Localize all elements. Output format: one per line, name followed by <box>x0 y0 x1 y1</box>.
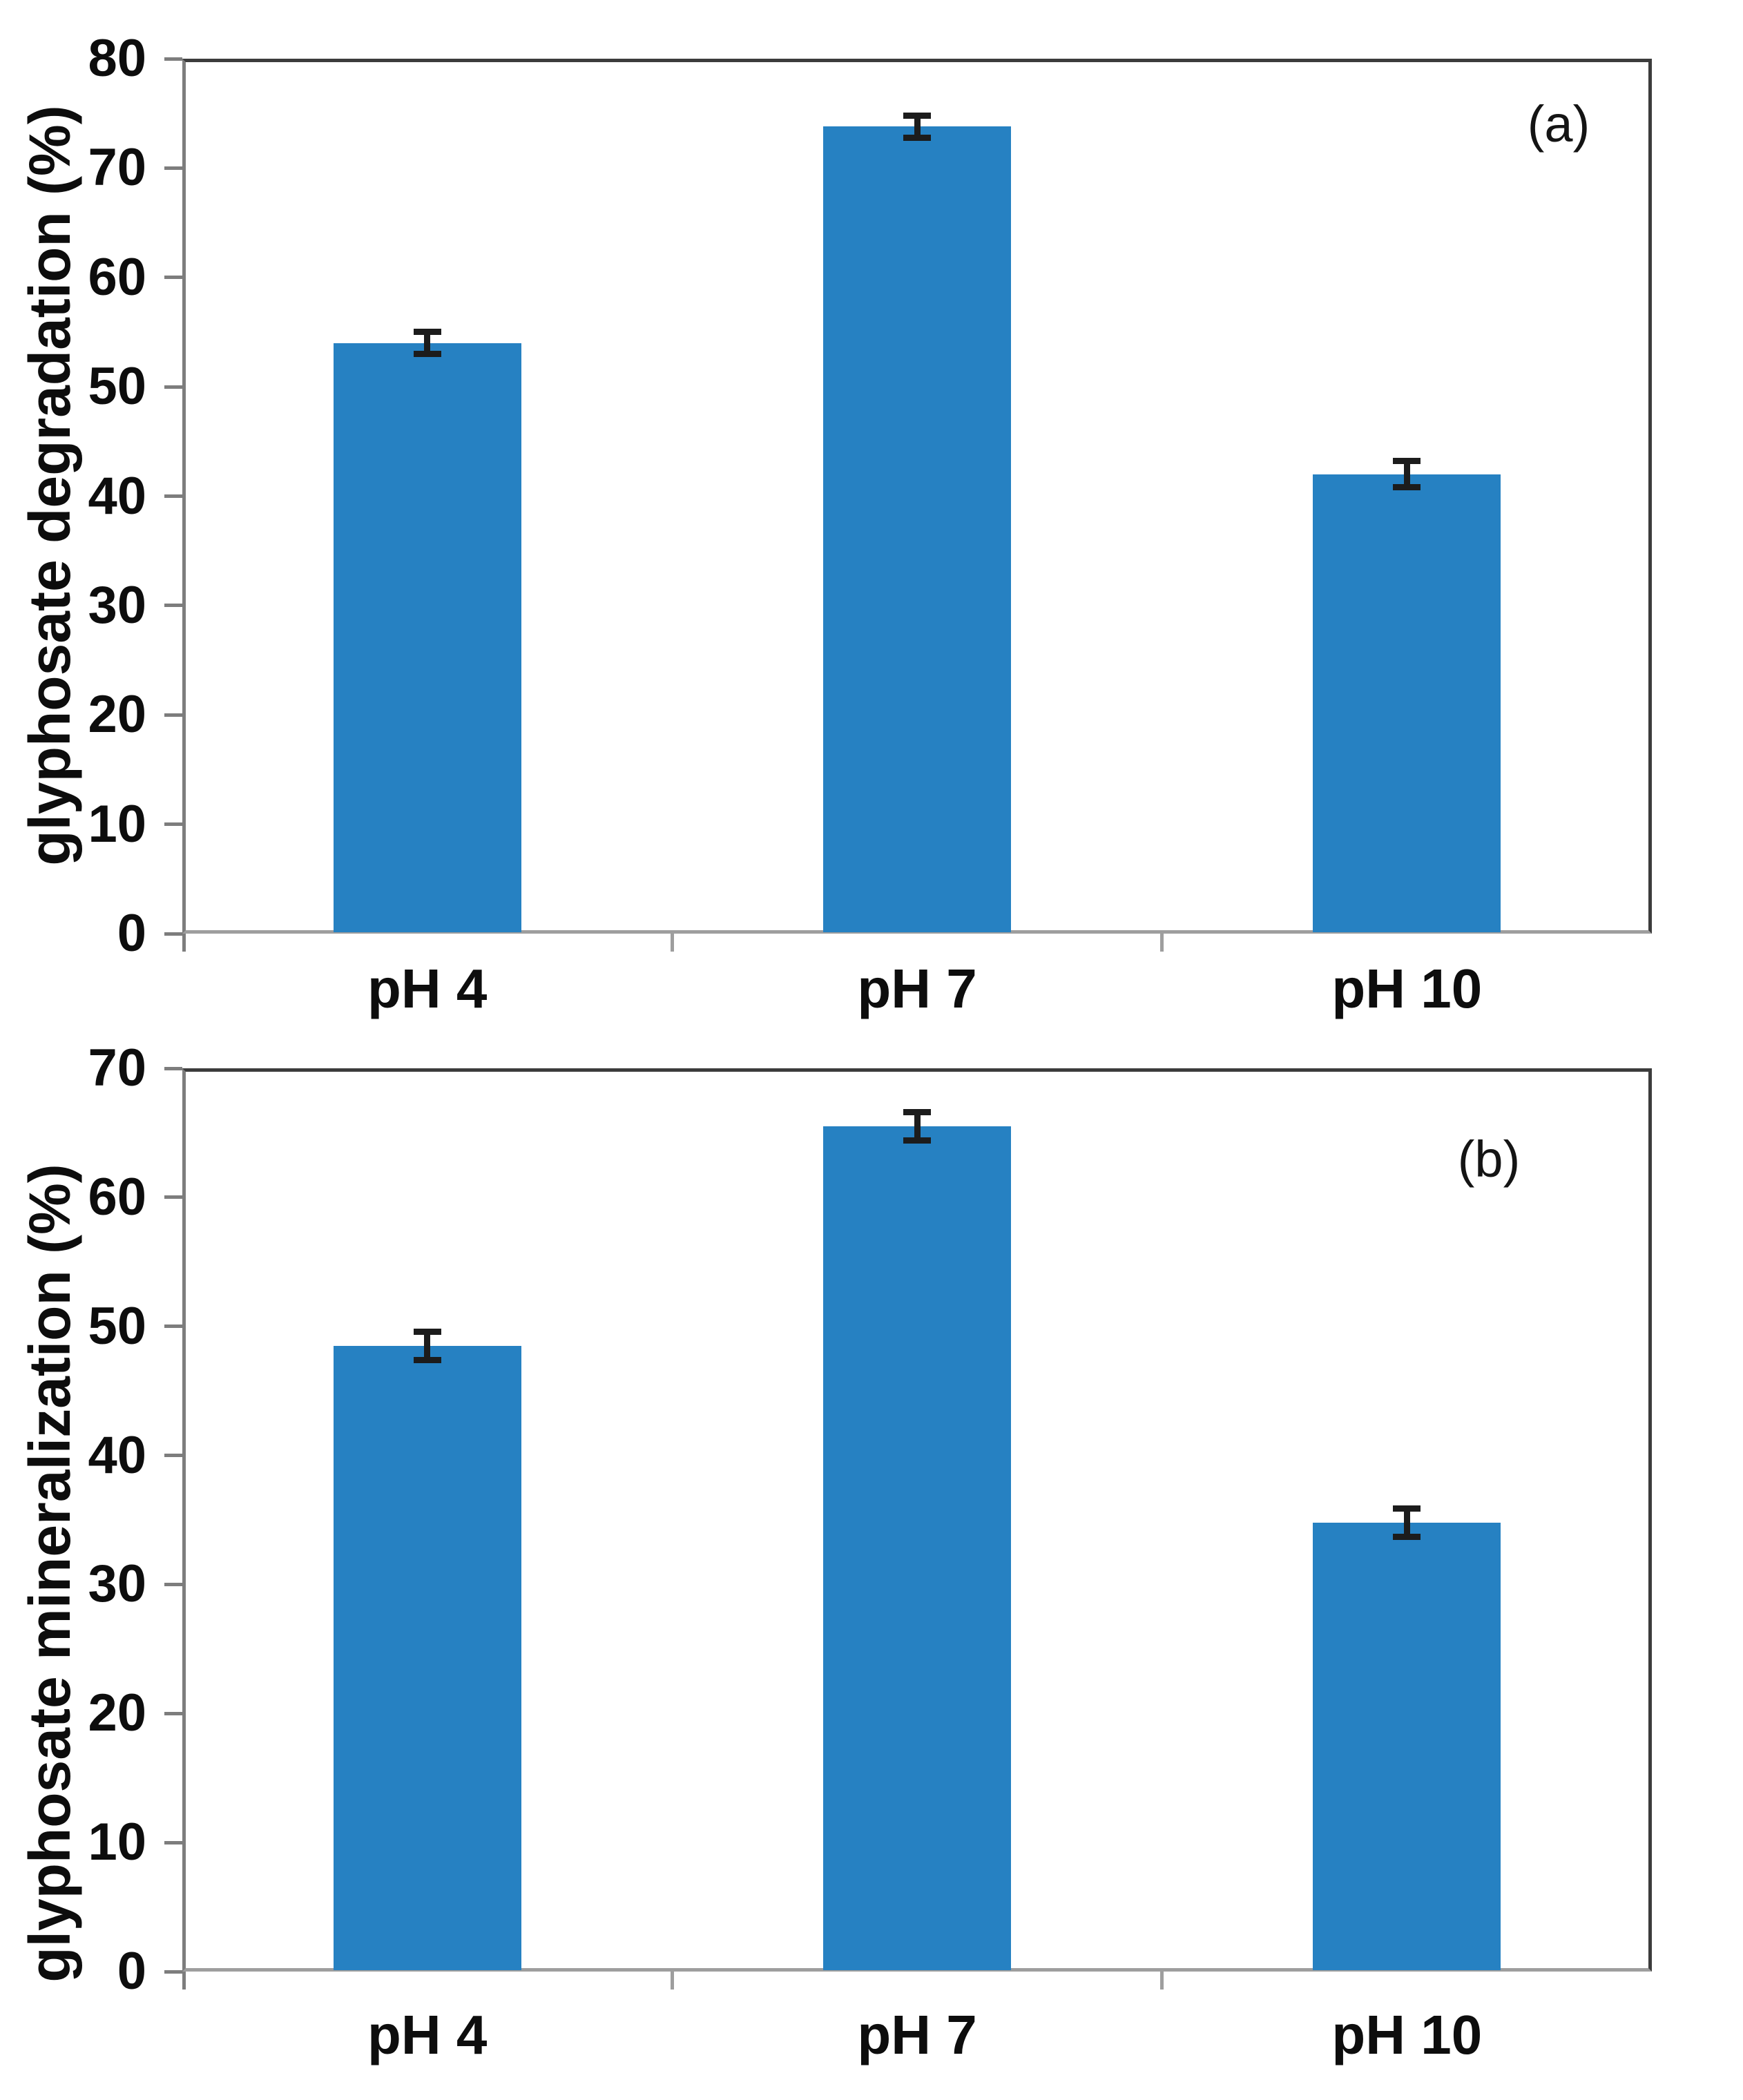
y-tick-mark-a-40 <box>164 494 182 498</box>
y-tick-label-a-50: 50 <box>88 357 146 416</box>
bar-b-ph-10 <box>1313 1522 1501 1970</box>
y-tick-mark-b-0 <box>164 1969 182 1974</box>
bar-a-ph-7 <box>823 126 1011 932</box>
bar-a-ph-4 <box>333 343 521 932</box>
bar-b-ph-4 <box>333 1345 521 1970</box>
error-bar-cap-bottom-a-ph-4 <box>413 351 441 358</box>
y-tick-mark-a-60 <box>164 276 182 280</box>
x-tick-mark-a-2 <box>1160 934 1164 952</box>
x-tick-label-a-ph-10: pH 10 <box>1331 958 1483 1019</box>
x-tick-label-b-ph-7: pH 7 <box>857 2004 977 2065</box>
y-tick-label-b-40: 40 <box>88 1425 146 1485</box>
y-tick-mark-b-40 <box>164 1454 182 1458</box>
y-tick-mark-b-30 <box>164 1582 182 1586</box>
y-tick-mark-a-0 <box>164 932 182 936</box>
y-tick-mark-a-20 <box>164 713 182 717</box>
y-tick-label-a-20: 20 <box>88 685 146 744</box>
error-bar-a-ph-4 <box>424 331 431 354</box>
error-bar-a-ph-10 <box>1403 461 1410 488</box>
error-bar-cap-bottom-b-ph-10 <box>1393 1533 1421 1540</box>
x-tick-label-b-ph-10: pH 10 <box>1331 2004 1483 2065</box>
x-tick-label-a-ph-7: pH 7 <box>857 958 977 1019</box>
x-tick-label-b-ph-4: pH 4 <box>367 2004 488 2065</box>
error-bar-cap-bottom-b-ph-4 <box>413 1356 441 1363</box>
y-tick-label-b-10: 10 <box>88 1813 146 1872</box>
panel-label-b: (b) <box>1457 1130 1521 1188</box>
y-tick-label-b-0: 0 <box>117 1942 146 2001</box>
y-tick-mark-a-70 <box>164 166 182 170</box>
y-tick-mark-a-30 <box>164 604 182 608</box>
panel-label-a: (a) <box>1527 95 1590 153</box>
error-bar-cap-top-a-ph-7 <box>903 112 931 119</box>
error-bar-cap-top-b-ph-4 <box>413 1328 441 1335</box>
error-bar-b-ph-10 <box>1403 1508 1410 1537</box>
y-tick-label-a-70: 70 <box>88 138 146 198</box>
y-tick-mark-a-50 <box>164 385 182 389</box>
y-tick-mark-b-10 <box>164 1840 182 1844</box>
bar-a-ph-10 <box>1313 474 1501 932</box>
error-bar-b-ph-4 <box>424 1331 431 1360</box>
bar-b-ph-7 <box>823 1126 1011 1970</box>
y-tick-label-a-30: 30 <box>88 575 146 635</box>
x-tick-mark-b-2 <box>1160 1972 1164 1990</box>
x-tick-label-a-ph-4: pH 4 <box>367 958 488 1019</box>
y-tick-label-a-60: 60 <box>88 247 146 307</box>
error-bar-cap-top-b-ph-10 <box>1393 1505 1421 1512</box>
error-bar-cap-bottom-b-ph-7 <box>903 1137 931 1144</box>
y-tick-mark-b-60 <box>164 1195 182 1200</box>
y-tick-label-b-20: 20 <box>88 1684 146 1743</box>
y-tick-mark-a-80 <box>164 57 182 61</box>
error-bar-cap-top-a-ph-4 <box>413 329 441 336</box>
error-bar-cap-bottom-a-ph-7 <box>903 134 931 141</box>
y-tick-label-a-10: 10 <box>88 794 146 854</box>
error-bar-cap-top-a-ph-10 <box>1393 458 1421 465</box>
error-bar-cap-top-b-ph-7 <box>903 1109 931 1116</box>
error-bar-cap-bottom-a-ph-10 <box>1393 484 1421 491</box>
y-tick-label-b-60: 60 <box>88 1167 146 1226</box>
x-tick-mark-a-1 <box>670 934 674 952</box>
y-tick-mark-b-50 <box>164 1324 182 1329</box>
y-tick-label-a-0: 0 <box>117 904 146 963</box>
y-axis-stub-a <box>182 934 186 952</box>
y-tick-label-b-30: 30 <box>88 1554 146 1614</box>
y-tick-label-a-40: 40 <box>88 466 146 526</box>
y-tick-label-b-70: 70 <box>88 1039 146 1097</box>
error-bar-b-ph-7 <box>914 1112 921 1141</box>
error-bar-a-ph-7 <box>914 115 921 138</box>
y-tick-mark-b-20 <box>164 1711 182 1715</box>
y-tick-mark-b-70 <box>164 1066 182 1070</box>
y-axis-stub-b <box>182 1972 186 1990</box>
x-tick-mark-b-1 <box>670 1972 674 1990</box>
y-tick-label-b-50: 50 <box>88 1296 146 1356</box>
y-tick-mark-a-10 <box>164 822 182 827</box>
y-tick-label-a-80: 80 <box>88 29 146 88</box>
